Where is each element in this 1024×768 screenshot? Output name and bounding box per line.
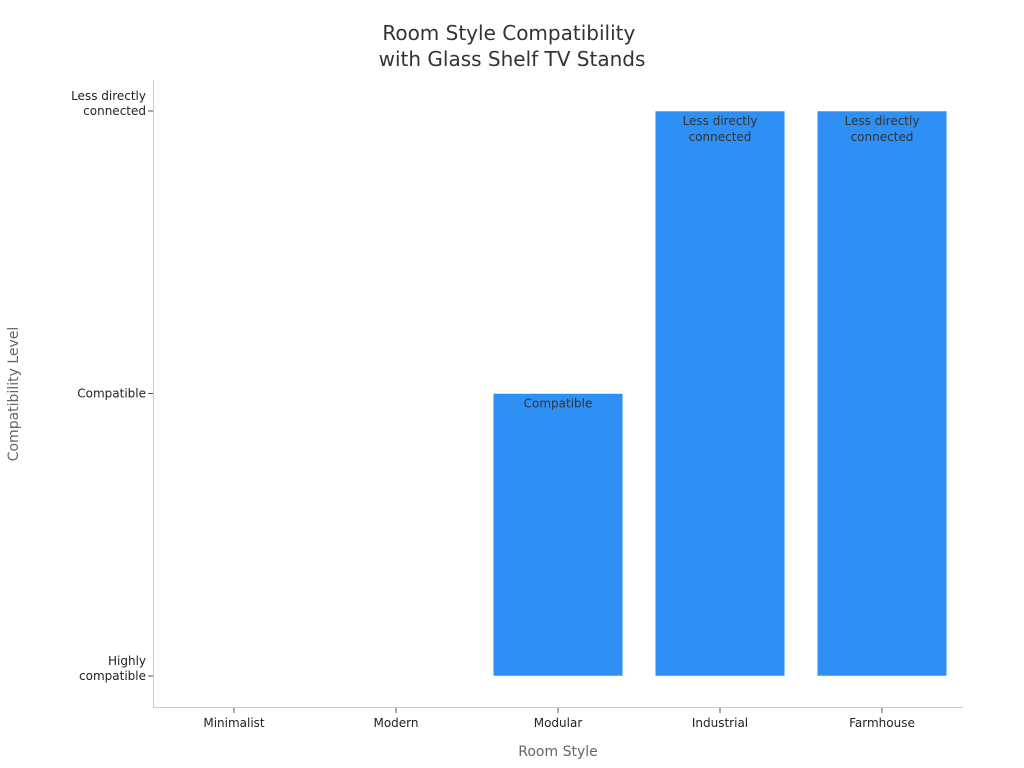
x-ticks: Minimalist Modern Modular Industrial Farmhou… (203, 708, 915, 730)
y-axis-title: Compatibility Level (6, 327, 22, 462)
y-tick-label: Compatible (77, 387, 146, 401)
bar-value-label: Less directly connected (845, 114, 920, 144)
chart-title-line-2: with Glass Shelf TV Stands (379, 47, 646, 71)
chart-title-line-1: Room Style Compatibility (382, 21, 635, 45)
x-tick-label: Minimalist (203, 716, 265, 730)
x-tick-label: Modern (373, 716, 418, 730)
y-ticks: Highly compatible Compatible Less directly c… (71, 89, 153, 683)
x-tick-label: Modular (534, 716, 583, 730)
x-tick-label: Industrial (692, 716, 748, 730)
bar-modular (492, 393, 624, 677)
y-tick-label: Highly compatible (79, 654, 146, 683)
bar-industrial (654, 110, 786, 677)
bars (492, 110, 948, 677)
bar-value-label: Less directly connected (683, 114, 758, 144)
y-tick-label: Less directly connected (71, 89, 146, 118)
bar-farmhouse (816, 110, 948, 677)
bar-labels: Compatible Less directly connected Less dir… (524, 114, 920, 411)
x-tick-label: Farmhouse (849, 716, 915, 730)
axes (153, 80, 963, 708)
x-axis-title: Room Style (518, 744, 597, 760)
bar-value-label: Compatible (524, 397, 593, 411)
chart-title: Room Style Compatibility with Glass Shel… (379, 21, 646, 71)
